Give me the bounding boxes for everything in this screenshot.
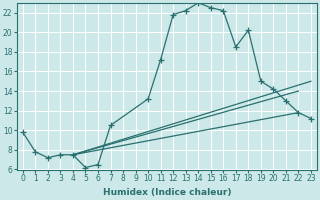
X-axis label: Humidex (Indice chaleur): Humidex (Indice chaleur) [103, 188, 231, 197]
